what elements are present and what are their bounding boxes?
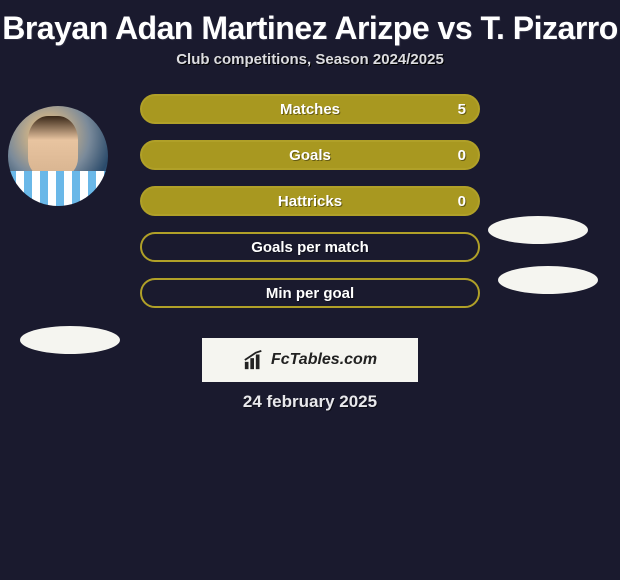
stat-value: 0 — [458, 193, 466, 210]
stat-label: Matches — [142, 101, 478, 118]
stat-value: 0 — [458, 147, 466, 164]
stat-bar-matches: Matches 5 — [140, 94, 480, 124]
stat-bar-gpm: Goals per match — [140, 232, 480, 262]
chart-icon — [243, 349, 265, 371]
stat-label: Goals per match — [142, 239, 478, 256]
comparison-area: Matches 5 Goals 0 Hattricks 0 Goals per … — [0, 86, 620, 326]
subtitle: Club competitions, Season 2024/2025 — [0, 51, 620, 86]
player1-flag — [20, 326, 120, 354]
player2-flag-2 — [498, 266, 598, 294]
stat-bar-goals: Goals 0 — [140, 140, 480, 170]
stat-label: Hattricks — [142, 193, 478, 210]
stat-bars: Matches 5 Goals 0 Hattricks 0 Goals per … — [140, 94, 480, 324]
stat-label: Min per goal — [142, 285, 478, 302]
date-label: 24 february 2025 — [0, 392, 620, 412]
stat-label: Goals — [142, 147, 478, 164]
stat-value: 5 — [458, 101, 466, 118]
comparison-widget: Brayan Adan Martinez Arizpe vs T. Pizarr… — [0, 0, 620, 412]
page-title: Brayan Adan Martinez Arizpe vs T. Pizarr… — [0, 0, 620, 51]
brand-text: FcTables.com — [271, 351, 377, 369]
player1-avatar — [8, 106, 108, 206]
stat-bar-hattricks: Hattricks 0 — [140, 186, 480, 216]
stat-bar-mpg: Min per goal — [140, 278, 480, 308]
player2-flag-1 — [488, 216, 588, 244]
brand-box[interactable]: FcTables.com — [202, 338, 418, 382]
